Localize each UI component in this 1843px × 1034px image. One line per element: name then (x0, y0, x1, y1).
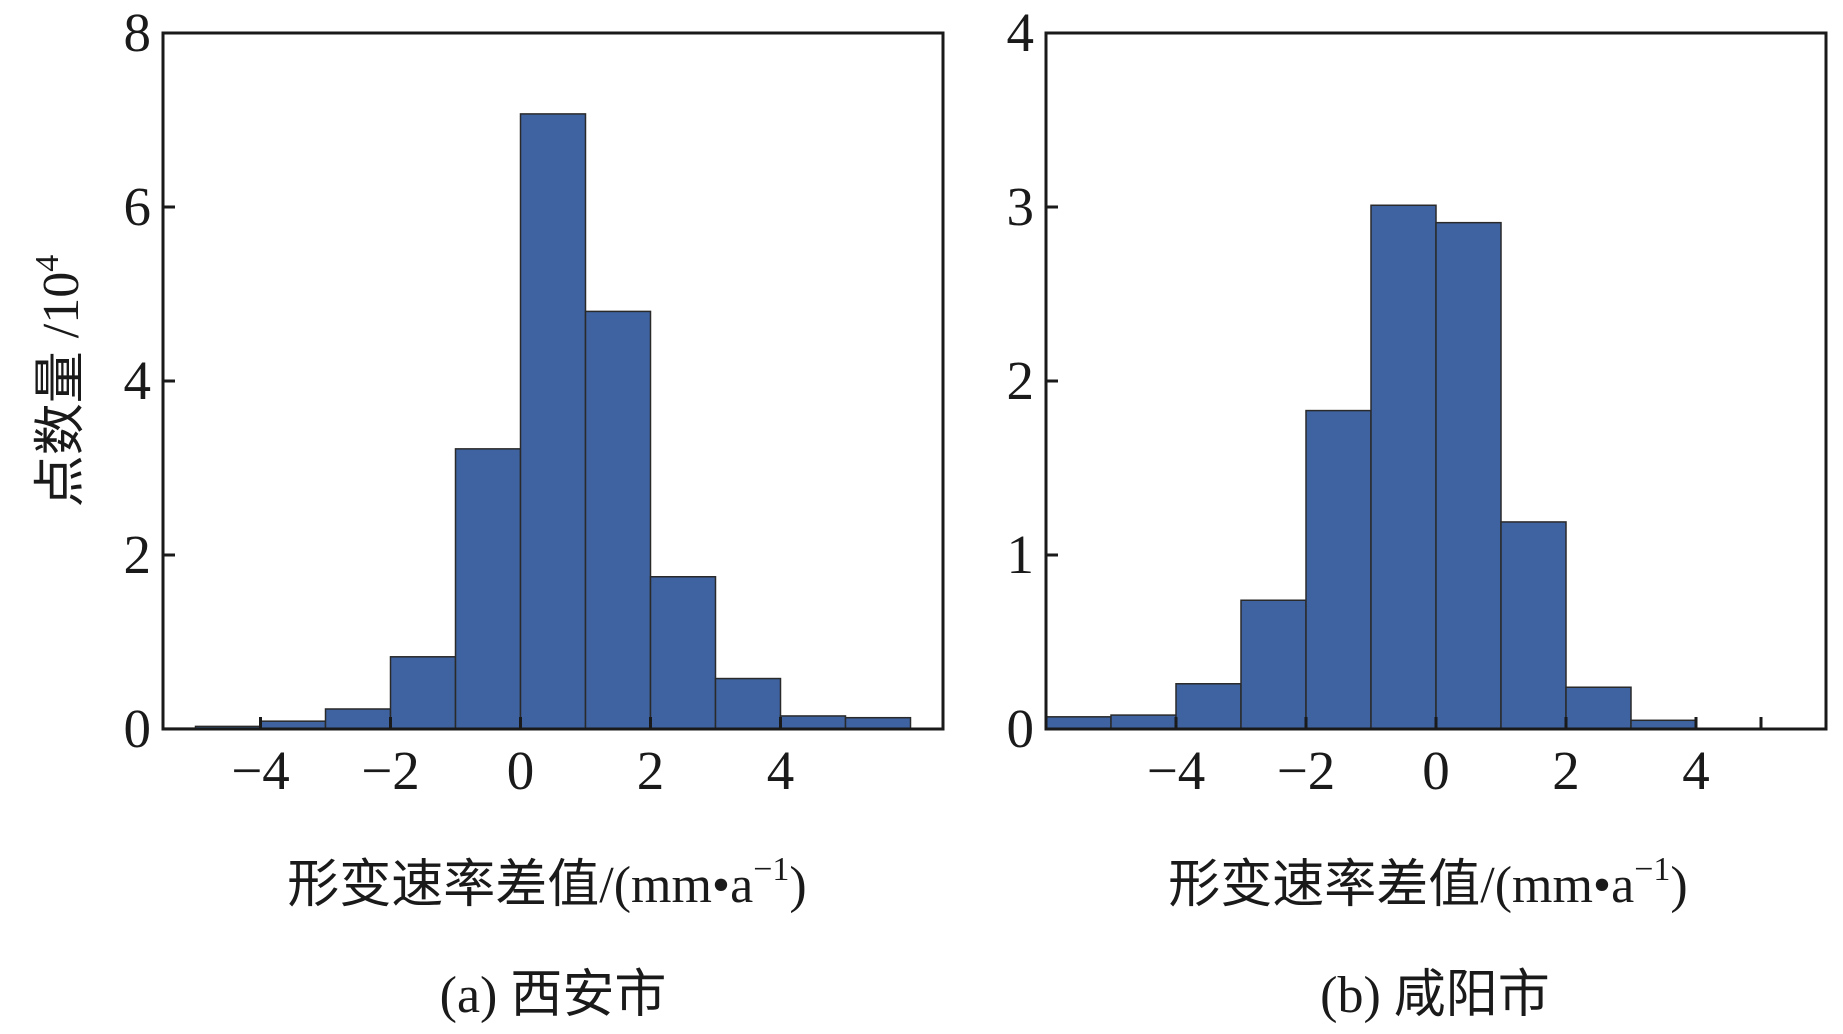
panel-b-xtick-label: 2 (1552, 740, 1580, 801)
panel-b-bar-8 (1565, 686, 1632, 730)
panel-a-bar-10 (779, 715, 847, 730)
panel-a-bar-11 (844, 716, 912, 730)
panel-b-xtick-label: 0 (1422, 740, 1450, 801)
panel-a-bars (162, 113, 912, 730)
panel-b-xlabel: 形变速率差值/(mm•a−1) (1168, 851, 1687, 914)
panel-b-bar-2 (1175, 683, 1242, 730)
panel-b-xtick-label: −4 (1147, 740, 1206, 801)
panel-b-bar-6 (1435, 221, 1502, 730)
panel-a-bar-3 (324, 708, 392, 730)
panel-b-bar-4 (1305, 409, 1372, 730)
panel-b-caption: (b) 咸阳市 (1320, 967, 1550, 1024)
panel-b-xtick-label: −2 (1277, 740, 1336, 801)
panel-a: 0 2 4 6 8 −4 −2 0 2 4 点数量 /104 形变速率差值/(mm•a−1) (a… (29, 2, 945, 1024)
panel-a-caption: (a) 西安市 (440, 967, 667, 1024)
panel-a-bar-7 (584, 310, 652, 730)
panel-b-bars (1045, 204, 1697, 730)
panel-a-xtick-label: 2 (637, 740, 665, 801)
panel-a-bar-9 (714, 677, 782, 730)
panel-b-xtick-label: 4 (1682, 740, 1710, 801)
panel-a-ytick-label: 8 (124, 2, 152, 63)
panel-b-bar-0 (1045, 716, 1112, 730)
panel-a-bar-4 (389, 656, 457, 730)
panel-a-xlabel: 形变速率差值/(mm•a−1) (287, 851, 806, 914)
panel-a-ytick-label: 0 (124, 698, 152, 759)
panel-a-ytick-label: 6 (124, 176, 152, 237)
panel-a-xtick-label: −4 (231, 740, 290, 801)
panel-b-ytick-label: 0 (1007, 698, 1035, 759)
panel-a-xtick-label: 4 (767, 740, 795, 801)
panel-b-ytick-label: 4 (1007, 2, 1035, 63)
panel-b-bar-3 (1240, 599, 1307, 730)
panel-b: 0 1 2 3 4 −4 −2 0 2 4 形变速率差值/(mm•a−1) (b) 咸阳市 (1007, 2, 1828, 1024)
panel-a-bar-6 (519, 113, 587, 730)
panel-a-bar-8 (649, 576, 717, 730)
panel-b-bar-5 (1370, 204, 1437, 730)
panel-b-ytick-label: 1 (1007, 524, 1035, 585)
panel-a-ylabel: 点数量 /104 (29, 255, 90, 507)
panel-b-ticks: 0 1 2 3 4 −4 −2 0 2 4 (1007, 2, 1763, 801)
panel-a-xtick-label: −2 (361, 740, 420, 801)
panel-b-bar-1 (1110, 714, 1177, 730)
panel-b-ytick-label: 3 (1007, 176, 1035, 237)
panel-a-bar-5 (454, 448, 522, 730)
panel-a-ytick-label: 4 (124, 350, 152, 411)
panel-a-xtick-label: 0 (507, 740, 535, 801)
panel-b-bar-7 (1500, 521, 1567, 730)
panel-a-ytick-label: 2 (124, 524, 152, 585)
panel-b-ytick-label: 2 (1007, 350, 1035, 411)
panel-a-ticks: 0 2 4 6 8 −4 −2 0 2 4 (124, 2, 795, 801)
